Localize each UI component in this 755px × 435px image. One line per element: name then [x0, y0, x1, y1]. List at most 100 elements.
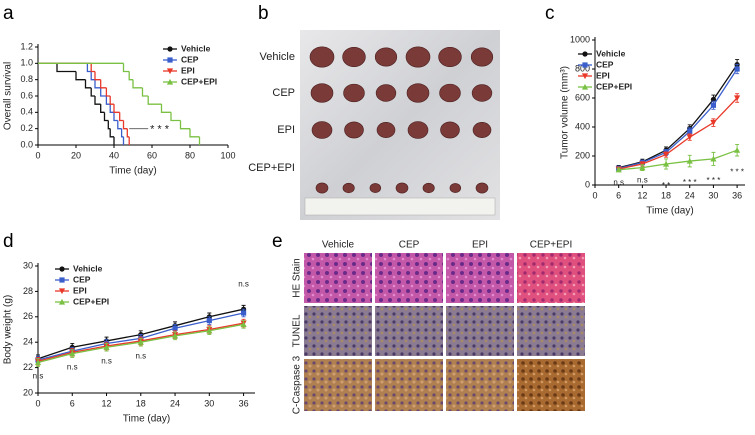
legend-label: Vehicle — [181, 43, 211, 53]
tumor — [375, 84, 397, 102]
data-point — [171, 332, 179, 339]
y-tick-label: 1000 — [570, 34, 590, 44]
legend-marker — [582, 51, 588, 57]
tumor — [369, 183, 382, 193]
significance-label: n.s — [135, 351, 146, 360]
panel-label: a — [3, 3, 14, 24]
survival-step — [105, 87, 111, 97]
legend-label: CEP+EPI — [73, 296, 109, 306]
data-point — [206, 318, 212, 324]
tumor — [471, 84, 493, 102]
legend-marker — [581, 73, 589, 80]
legend-marker — [166, 78, 174, 85]
tumor — [405, 46, 431, 68]
panel-label: c — [545, 3, 555, 24]
y-tick-label: 200 — [575, 150, 590, 160]
y-tick-label: 0.4 — [20, 107, 33, 117]
x-tick-label: 12 — [102, 398, 112, 408]
legend-label: CEP — [596, 59, 614, 69]
x-tick-label: 12 — [637, 190, 647, 200]
significance-label: * * * — [683, 178, 697, 187]
y-tick-label: 800 — [575, 63, 590, 73]
tumor — [470, 47, 494, 67]
survival-step — [86, 63, 92, 73]
legend-marker — [59, 266, 65, 272]
x-tick-label: 0 — [35, 150, 40, 160]
tumor — [449, 183, 462, 193]
legend-label: EPI — [181, 65, 195, 75]
survival-step — [94, 96, 101, 105]
tumor — [343, 83, 365, 103]
survival-step — [113, 104, 120, 113]
data-point — [687, 128, 693, 134]
x-tick-label: 80 — [185, 150, 195, 160]
legend-label: CEP — [73, 274, 91, 284]
data-point — [734, 147, 741, 153]
survival-step — [75, 71, 86, 81]
tumor — [311, 121, 333, 139]
significance-label: * * — [662, 181, 670, 190]
survival-step — [100, 104, 105, 113]
histology-image — [517, 306, 585, 356]
x-axis-label: Time (day) — [646, 206, 693, 217]
photo-row-label: CEP+EPI — [248, 162, 295, 174]
survival-step — [84, 79, 92, 89]
x-axis-label: Time (day) — [109, 166, 156, 177]
legend-label: CEP+EPI — [181, 76, 217, 86]
survival-step — [103, 112, 109, 122]
data-point — [34, 359, 42, 366]
y-axis-label: Body weight (g) — [3, 295, 14, 364]
significance-label: n.s — [637, 176, 648, 185]
data-point — [734, 66, 740, 72]
tumor — [342, 182, 355, 194]
y-tick-label: 0.8 — [20, 74, 33, 84]
data-point — [734, 95, 741, 102]
tumor — [344, 121, 364, 139]
histology-image — [304, 359, 372, 411]
survival-step — [113, 112, 118, 122]
tumor — [475, 182, 489, 194]
x-tick-label: 24 — [685, 190, 695, 200]
y-tick-label: 400 — [575, 121, 590, 131]
x-tick-label: 100 — [220, 150, 235, 160]
significance-label: * * * — [707, 176, 721, 185]
histology-image — [304, 306, 372, 356]
survival-step — [100, 87, 107, 97]
survival-step — [56, 63, 76, 73]
data-point — [639, 164, 646, 171]
significance-label: n.s — [101, 356, 112, 365]
survival-step — [132, 79, 143, 89]
tumor — [342, 47, 366, 67]
survival-step — [94, 79, 101, 89]
histology-column-label: CEP — [399, 240, 420, 251]
histology-column-label: CEP+EPI — [530, 240, 573, 251]
y-tick-label: 26 — [23, 311, 33, 321]
tumor — [309, 46, 335, 68]
data-point — [686, 157, 693, 164]
tumor — [406, 83, 430, 103]
y-tick-label: 1.0 — [20, 58, 33, 68]
legend-marker — [167, 57, 173, 63]
y-tick-label: 600 — [575, 92, 590, 102]
legend-label: CEP+EPI — [596, 81, 632, 91]
tumor — [395, 182, 409, 194]
x-tick-label: 30 — [708, 190, 718, 200]
survival-step — [122, 63, 130, 73]
survival-step — [94, 71, 101, 81]
histology-image — [517, 253, 585, 303]
x-tick-label: 36 — [732, 190, 742, 200]
y-tick-label: 0.6 — [20, 90, 33, 100]
panel-label: d — [3, 231, 14, 252]
survival-step — [189, 128, 200, 138]
tumor — [438, 47, 462, 67]
histology-column-label: Vehicle — [322, 240, 355, 251]
histology-image — [304, 253, 372, 303]
legend-label: Vehicle — [73, 263, 103, 273]
data-point — [69, 350, 76, 357]
legend-label: CEP — [181, 54, 199, 64]
ruler — [304, 197, 496, 216]
tumor — [472, 122, 492, 138]
significance-label: * * * — [730, 167, 744, 176]
panel-label: b — [258, 3, 269, 24]
x-tick-label: 0 — [35, 398, 40, 408]
